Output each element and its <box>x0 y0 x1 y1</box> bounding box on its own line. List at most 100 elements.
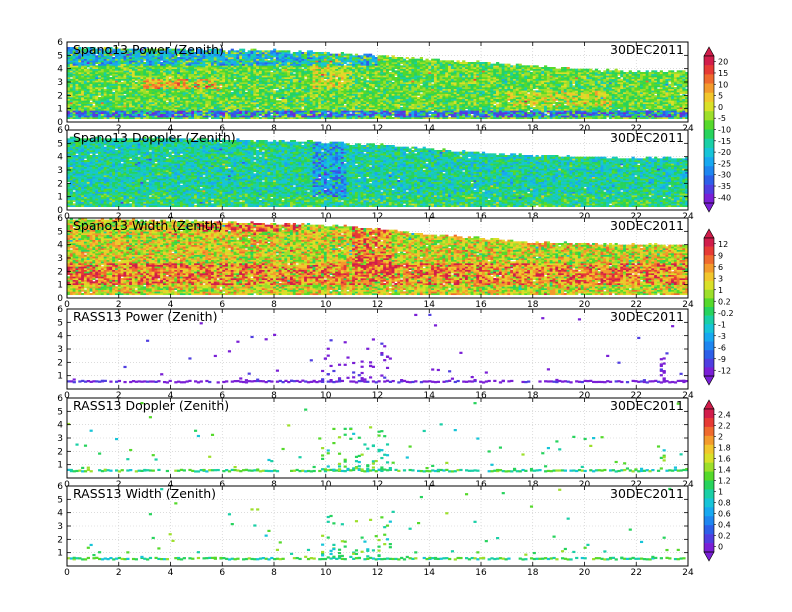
heatmap-cell <box>140 78 144 81</box>
heatmap-cell <box>126 92 130 95</box>
heatmap-cell <box>140 102 144 105</box>
heatmap-cell <box>182 90 186 93</box>
heatmap-cell <box>129 73 133 76</box>
heatmap-cell <box>146 107 150 110</box>
heatmap-cell <box>154 102 158 105</box>
heatmap-cell <box>129 58 133 61</box>
heatmap-cell <box>134 113 138 116</box>
heatmap-cell <box>352 55 356 58</box>
heatmap-cell <box>146 87 150 90</box>
heatmap-cell <box>72 97 76 100</box>
heatmap-cell <box>98 117 102 120</box>
heatmap-cell <box>196 82 201 85</box>
heatmap-cell <box>137 70 141 73</box>
heatmap-cell <box>123 88 127 91</box>
heatmap-cell <box>380 55 384 58</box>
heatmap-cell <box>179 65 184 68</box>
heatmap-cell <box>179 80 184 83</box>
heatmap-cell <box>83 52 88 55</box>
heatmap-cell <box>114 107 119 110</box>
heatmap-cell <box>114 112 119 115</box>
heatmap-cell <box>100 63 105 66</box>
heatmap-cell <box>160 77 164 80</box>
heatmap-cell <box>194 70 198 73</box>
heatmap-cell <box>196 50 201 53</box>
heatmap-cell <box>75 117 79 120</box>
heatmap-cell <box>81 115 85 118</box>
heatmap-cell <box>89 78 93 81</box>
heatmap-cell <box>171 97 175 100</box>
heatmap-cell <box>89 77 93 80</box>
heatmap-cell <box>95 97 99 100</box>
heatmap-cell <box>191 108 195 111</box>
heatmap-cell <box>160 52 164 55</box>
heatmap-cell <box>151 83 155 86</box>
heatmap-cell <box>75 92 79 95</box>
heatmap-cell <box>120 108 124 111</box>
heatmap-cell <box>92 105 96 108</box>
heatmap-cell <box>188 83 192 86</box>
heatmap-cell <box>143 82 147 85</box>
heatmap-cell <box>278 50 282 53</box>
heatmap-cell <box>171 105 175 108</box>
heatmap-cell <box>157 67 161 70</box>
heatmap-cell <box>151 80 155 83</box>
heatmap-cell <box>134 78 138 81</box>
heatmap-cell <box>126 110 130 113</box>
heatmap-cell <box>78 90 82 93</box>
heatmap-cell <box>148 90 153 93</box>
heatmap-cell <box>131 117 136 120</box>
heatmap-cell <box>126 108 130 111</box>
heatmap-cell <box>117 48 121 51</box>
heatmap-cell <box>148 107 153 110</box>
heatmap-cell <box>157 72 161 75</box>
heatmap-cell <box>258 117 263 120</box>
heatmap-cell <box>75 110 79 113</box>
heatmap-cell <box>188 63 192 66</box>
heatmap-cell <box>126 82 130 85</box>
heatmap-cell <box>363 53 367 56</box>
heatmap-cell <box>92 92 96 95</box>
heatmap-cell <box>103 60 107 63</box>
heatmap-cell <box>182 68 186 71</box>
heatmap-cell <box>100 107 105 110</box>
heatmap-cell <box>78 82 82 85</box>
heatmap-cell <box>100 73 105 76</box>
heatmap-cell <box>292 52 296 55</box>
heatmap-cell <box>174 75 178 78</box>
heatmap-cell <box>92 98 96 101</box>
heatmap-cell <box>171 112 175 115</box>
heatmap-cell <box>157 78 161 81</box>
heatmap-cell <box>177 52 181 55</box>
heatmap-cell <box>151 113 155 116</box>
heatmap-cell <box>81 67 85 70</box>
heatmap-cell <box>109 85 113 88</box>
heatmap-cell <box>86 93 90 96</box>
heatmap-cell <box>75 88 79 91</box>
heatmap-cell <box>92 70 96 73</box>
heatmap-cell <box>140 72 144 75</box>
heatmap-cell <box>177 58 181 61</box>
heatmap-cell <box>160 103 164 106</box>
heatmap-cell <box>143 47 147 50</box>
heatmap-cell <box>106 73 110 76</box>
heatmap-cell <box>106 117 110 120</box>
heatmap-cell <box>171 63 175 66</box>
heatmap-cell <box>109 117 113 120</box>
heatmap-cell <box>162 58 167 61</box>
heatmap-cell <box>134 67 138 70</box>
heatmap-cell <box>278 68 282 71</box>
heatmap-cell <box>162 113 167 116</box>
heatmap-cell <box>191 55 195 58</box>
heatmap-cell <box>146 62 150 65</box>
heatmap-cell <box>275 100 280 103</box>
heatmap-cell <box>83 77 88 80</box>
heatmap-cell <box>182 105 186 108</box>
heatmap-cell <box>112 112 116 115</box>
heatmap-cell <box>117 110 121 113</box>
heatmap-cell <box>83 113 88 116</box>
heatmap-cell <box>123 58 127 61</box>
heatmap-cell <box>114 73 119 76</box>
heatmap-cell <box>95 70 99 73</box>
heatmap-cell <box>151 78 155 81</box>
